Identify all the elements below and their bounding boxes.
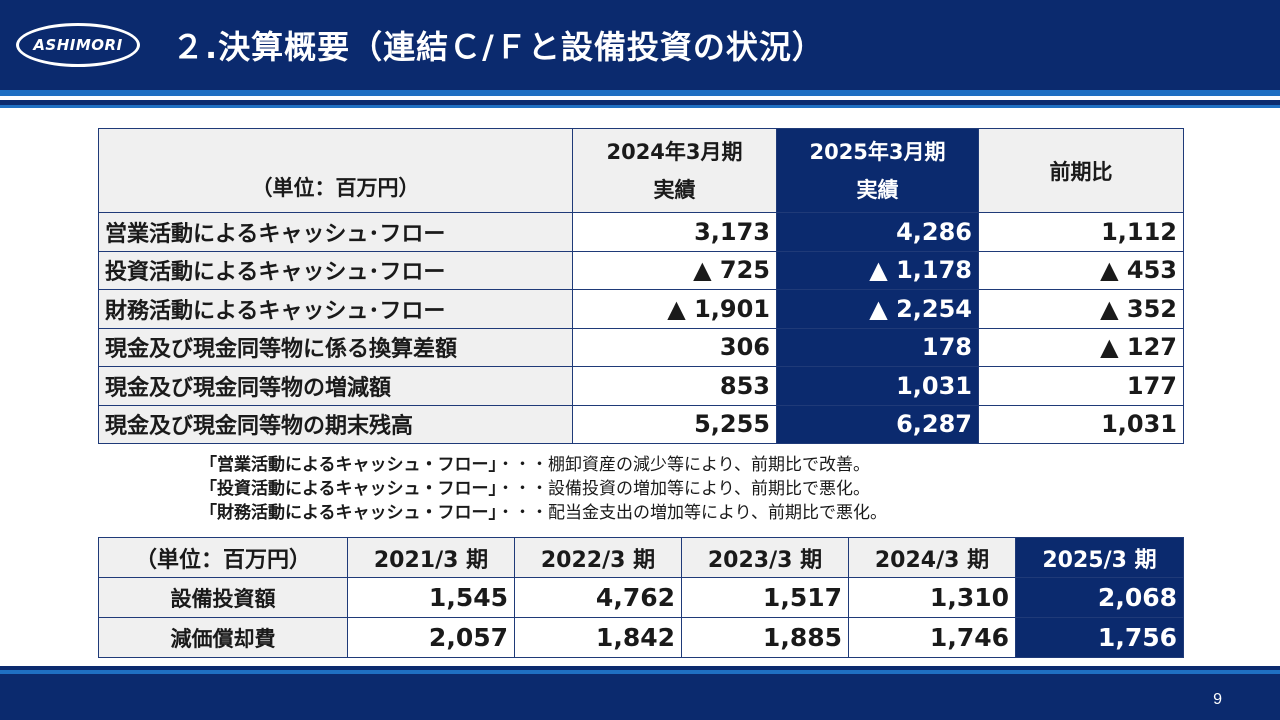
capex-value: 1,842 <box>514 617 682 658</box>
note-description: ・・・設備投資の増加等により、前期比で悪化。 <box>497 479 870 499</box>
cf-value-2024: 5,255 <box>572 404 777 444</box>
capex-year-header: 2021/3 期 <box>347 537 515 578</box>
note-subject: 「営業活動によるキャッシュ・フロー」 <box>200 455 497 475</box>
header-bar <box>0 0 1280 90</box>
cf-row-label: 投資活動によるキャッシュ･フロー <box>98 250 573 290</box>
capex-value: 1,310 <box>848 577 1016 618</box>
capex-year-header: 2022/3 期 <box>514 537 682 578</box>
cf-header-row: （単位：百万円） 2024年3月期 実績 2025年3月期 実績 前期比 <box>98 128 1184 213</box>
note-subject: 「投資活動によるキャッシュ・フロー」 <box>200 479 497 499</box>
note-line: 「投資活動によるキャッシュ・フロー」・・・設備投資の増加等により、前期比で悪化。 <box>200 477 887 501</box>
capex-row-label: 減価償却費 <box>98 617 348 658</box>
capex-table-row: 設備投資額 1,545 4,762 1,517 1,310 2,068 <box>98 577 1184 618</box>
cf-table-row: 現金及び現金同等物の期末残高 5,255 6,287 1,031 <box>98 404 1184 444</box>
cf-unit-label: （単位：百万円） <box>98 128 573 213</box>
cf-value-diff: ▲ 127 <box>978 327 1184 367</box>
page-number: 9 <box>1213 691 1222 708</box>
capex-value: 2,057 <box>347 617 515 658</box>
cf-row-label: 現金及び現金同等物に係る換算差額 <box>98 327 573 367</box>
cf-value-diff: 1,031 <box>978 404 1184 444</box>
note-line: 「営業活動によるキャッシュ・フロー」・・・棚卸資産の減少等により、前期比で改善。 <box>200 453 887 477</box>
cf-table-row: 財務活動によるキャッシュ･フロー ▲ 1,901 ▲ 2,254 ▲ 352 <box>98 289 1184 329</box>
capex-year-header: 2023/3 期 <box>681 537 849 578</box>
capex-value: 2,068 <box>1015 577 1184 618</box>
note-description: ・・・配当金支出の増加等により、前期比で悪化。 <box>497 503 887 523</box>
cf-value-2024: 3,173 <box>572 212 777 252</box>
cf-value-diff: 1,112 <box>978 212 1184 252</box>
capex-value: 1,517 <box>681 577 849 618</box>
capex-value: 1,756 <box>1015 617 1184 658</box>
note-subject: 「財務活動によるキャッシュ・フロー」 <box>200 503 497 523</box>
header-stripe-gap <box>0 96 1280 100</box>
cf-value-2025: 178 <box>776 327 979 367</box>
notes: 「営業活動によるキャッシュ・フロー」・・・棚卸資産の減少等により、前期比で改善。… <box>200 453 887 525</box>
header-stripe-dark <box>0 100 1280 105</box>
cf-table-row: 投資活動によるキャッシュ･フロー ▲ 725 ▲ 1,178 ▲ 453 <box>98 250 1184 290</box>
cf-table-row: 現金及び現金同等物の増減額 853 1,031 177 <box>98 366 1184 406</box>
cf-row-label: 営業活動によるキャッシュ･フロー <box>98 212 573 252</box>
cf-value-diff: 177 <box>978 366 1184 406</box>
footer-stripe-light <box>0 670 1280 674</box>
cash-flow-table: （単位：百万円） 2024年3月期 実績 2025年3月期 実績 前期比 営業活… <box>98 128 1184 444</box>
cf-value-2025: 4,286 <box>776 212 979 252</box>
cf-col-2025-period: 2025年3月期 <box>809 139 946 164</box>
cf-row-label: 現金及び現金同等物の増減額 <box>98 366 573 406</box>
slide-title: ２.決算概要（連結Ｃ/Ｆと設備投資の状況） <box>172 28 825 66</box>
cf-col-2024-period: 2024年3月期 <box>606 139 743 164</box>
cf-row-label: 現金及び現金同等物の期末残高 <box>98 404 573 444</box>
cf-value-2024: 306 <box>572 327 777 367</box>
cf-value-2024: 853 <box>572 366 777 406</box>
capex-value: 1,545 <box>347 577 515 618</box>
cf-value-2024: ▲ 725 <box>572 250 777 290</box>
note-line: 「財務活動によるキャッシュ・フロー」・・・配当金支出の増加等により、前期比で悪化… <box>200 501 887 525</box>
cf-value-2025: ▲ 1,178 <box>776 250 979 290</box>
capex-year-header: 2024/3 期 <box>848 537 1016 578</box>
cf-value-2025: 6,287 <box>776 404 979 444</box>
company-logo: ASHIMORI <box>16 23 140 67</box>
cf-value-diff: ▲ 352 <box>978 289 1184 329</box>
footer-bar <box>0 674 1280 720</box>
note-description: ・・・棚卸資産の減少等により、前期比で改善。 <box>497 455 870 475</box>
cf-value-diff: ▲ 453 <box>978 250 1184 290</box>
cf-table-row: 現金及び現金同等物に係る換算差額 306 178 ▲ 127 <box>98 327 1184 367</box>
footer-stripe-dark <box>0 666 1280 670</box>
cf-col-2025: 2025年3月期 実績 <box>776 128 979 213</box>
cf-value-2025: ▲ 2,254 <box>776 289 979 329</box>
cf-col-2024: 2024年3月期 実績 <box>572 128 777 213</box>
capex-value: 4,762 <box>514 577 682 618</box>
header-stripe-light <box>0 105 1280 108</box>
capex-value: 1,746 <box>848 617 1016 658</box>
cf-row-label: 財務活動によるキャッシュ･フロー <box>98 289 573 329</box>
logo-text: ASHIMORI <box>33 36 123 54</box>
header-stripe <box>0 90 1280 96</box>
capex-unit-label: （単位：百万円） <box>98 537 348 578</box>
capex-table-row: 減価償却費 2,057 1,842 1,885 1,746 1,756 <box>98 617 1184 658</box>
capex-value: 1,885 <box>681 617 849 658</box>
capex-table: （単位：百万円） 2021/3 期 2022/3 期 2023/3 期 2024/3 … <box>98 537 1184 658</box>
capex-year-header: 2025/3 期 <box>1015 537 1184 578</box>
cf-value-2025: 1,031 <box>776 366 979 406</box>
cf-col-diff: 前期比 <box>978 128 1184 213</box>
capex-header-row: （単位：百万円） 2021/3 期 2022/3 期 2023/3 期 2024/3 … <box>98 537 1184 578</box>
cf-col-2025-type: 実績 <box>856 177 899 202</box>
cf-value-2024: ▲ 1,901 <box>572 289 777 329</box>
cf-col-2024-type: 実績 <box>653 177 696 202</box>
capex-row-label: 設備投資額 <box>98 577 348 618</box>
cf-table-row: 営業活動によるキャッシュ･フロー 3,173 4,286 1,112 <box>98 212 1184 252</box>
